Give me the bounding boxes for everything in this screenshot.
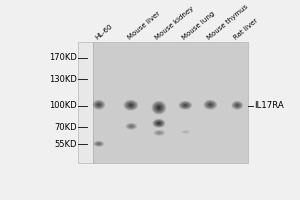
Text: Mouse kidney: Mouse kidney [154,5,195,41]
Text: 70KD: 70KD [54,123,76,132]
Text: Rat liver: Rat liver [232,18,259,41]
Text: HL-60: HL-60 [94,23,114,41]
Text: 55KD: 55KD [54,140,76,149]
Text: IL17RA: IL17RA [254,101,284,110]
Text: 170KD: 170KD [49,53,76,62]
Text: 100KD: 100KD [49,101,76,110]
Text: 130KD: 130KD [49,75,76,84]
Text: Mouse lung: Mouse lung [181,10,216,41]
Text: Mouse liver: Mouse liver [127,11,161,41]
Bar [93,42,248,163]
Text: Mouse thymus: Mouse thymus [206,3,249,41]
Bar [78,42,93,163]
